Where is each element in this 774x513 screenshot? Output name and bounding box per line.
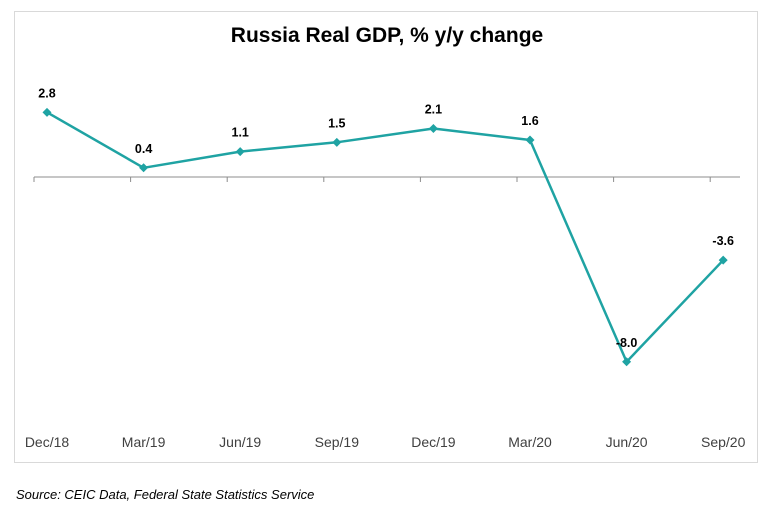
- x-tick-label: Sep/20: [701, 434, 746, 450]
- x-tick-label: Dec/18: [25, 434, 70, 450]
- x-tick-label: Sep/19: [315, 434, 360, 450]
- x-tick-label: Jun/20: [606, 434, 648, 450]
- x-tick-label: Dec/19: [411, 434, 456, 450]
- data-label: 2.8: [38, 86, 55, 100]
- data-label: -3.6: [712, 234, 734, 248]
- data-label: 1.1: [232, 126, 249, 140]
- data-label: -8.0: [616, 336, 638, 350]
- chart-area: [14, 11, 758, 463]
- data-point-marker: [42, 107, 52, 117]
- data-label: 1.6: [521, 114, 538, 128]
- data-point-marker: [428, 123, 438, 133]
- series-line: [46, 111, 725, 364]
- x-tick-label: Mar/20: [508, 434, 552, 450]
- data-point-marker: [139, 163, 149, 173]
- data-label: 0.4: [135, 142, 152, 156]
- x-tick-label: Mar/19: [122, 434, 166, 450]
- data-point-marker: [235, 147, 245, 157]
- data-point-marker: [332, 137, 342, 147]
- source-note: Source: CEIC Data, Federal State Statist…: [16, 487, 315, 502]
- x-tick-label: Jun/19: [219, 434, 261, 450]
- chart-title: Russia Real GDP, % y/y change: [230, 24, 544, 47]
- data-label: 1.5: [328, 116, 345, 130]
- data-point-marker: [622, 357, 632, 367]
- data-point-marker: [718, 255, 728, 265]
- data-label: 2.1: [425, 102, 442, 116]
- data-point-marker: [525, 135, 535, 145]
